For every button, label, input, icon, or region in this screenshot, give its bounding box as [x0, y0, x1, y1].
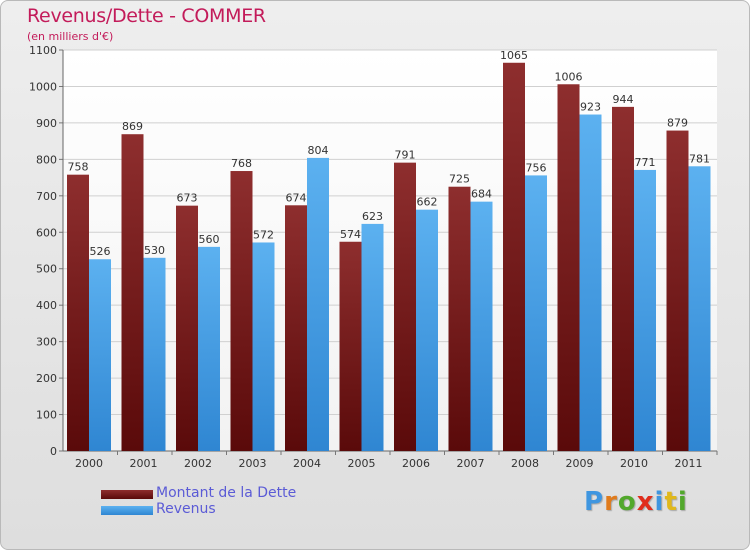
data-label-dette: 879: [667, 117, 688, 130]
x-tick-label: 2002: [184, 457, 212, 470]
data-label-revenus: 771: [635, 156, 656, 169]
x-tick-label: 2000: [75, 457, 103, 470]
data-label-dette: 725: [449, 173, 470, 186]
data-label-revenus: 684: [471, 188, 492, 201]
logo-letter: o: [617, 487, 637, 517]
data-label-revenus: 804: [308, 144, 329, 157]
bar-revenus: [307, 157, 329, 451]
bar-revenus: [470, 201, 493, 451]
y-tick-label: 600: [36, 226, 57, 239]
x-tick-label: 2003: [239, 457, 267, 470]
data-label-revenus: 662: [417, 196, 438, 209]
logo-letter: i: [654, 487, 665, 517]
y-tick-label: 500: [36, 263, 57, 276]
y-tick-label: 700: [36, 190, 57, 203]
logo-letter: t: [664, 487, 678, 517]
y-tick-label: 1000: [29, 80, 57, 93]
bar-revenus: [525, 175, 547, 452]
bar-revenus: [634, 169, 656, 451]
bar-dette: [666, 130, 689, 451]
data-label-revenus: 560: [199, 233, 220, 246]
y-tick-label: 900: [36, 117, 57, 130]
legend-label-revenus: Revenus: [156, 501, 216, 517]
plot-area: [63, 50, 717, 451]
data-label-dette: 673: [177, 192, 198, 205]
bar-dette: [230, 171, 253, 451]
logo-letter: r: [604, 487, 618, 517]
proxiti-logo: Proxiti: [584, 487, 688, 517]
data-label-dette: 574: [340, 228, 361, 241]
data-label-dette: 944: [613, 93, 634, 106]
logo-letter: i: [677, 487, 688, 517]
x-tick-label: 2011: [675, 457, 703, 470]
data-label-dette: 1006: [555, 70, 583, 83]
bar-dette: [394, 162, 416, 452]
legend-swatch-dette: [101, 490, 153, 499]
y-tick-label: 0: [50, 445, 57, 458]
bar-dette: [121, 134, 144, 451]
y-tick-label: 100: [36, 409, 57, 422]
data-label-dette: 791: [395, 149, 416, 162]
bar-revenus: [89, 259, 111, 451]
bar-revenus: [143, 257, 166, 451]
bar-dette: [339, 241, 362, 451]
bar-dette: [557, 84, 580, 451]
x-tick-label: 2007: [457, 457, 485, 470]
x-tick-label: 2010: [620, 457, 648, 470]
data-label-revenus: 756: [526, 161, 547, 174]
y-tick-label: 400: [36, 299, 57, 312]
bar-dette: [503, 62, 525, 451]
data-label-dette: 768: [231, 157, 252, 170]
bar-revenus: [198, 246, 220, 451]
data-label-revenus: 572: [253, 228, 274, 241]
x-tick-label: 2006: [402, 457, 430, 470]
y-tick-label: 800: [36, 153, 57, 166]
data-label-revenus: 623: [362, 210, 383, 223]
legend-swatch-revenus: [101, 506, 153, 515]
bar-revenus: [416, 209, 438, 451]
logo-letter: P: [584, 487, 605, 517]
x-tick-label: 2008: [511, 457, 539, 470]
data-label-dette: 758: [68, 161, 89, 174]
bar-revenus: [361, 223, 384, 451]
data-label-revenus: 923: [580, 101, 601, 114]
legend-label-dette: Montant de la Dette: [156, 485, 297, 501]
chart-title: Revenus/Dette - COMMER: [27, 5, 266, 27]
data-label-dette: 674: [286, 191, 307, 204]
y-tick-label: 1100: [29, 44, 57, 57]
chart-subtitle: (en milliers d'€): [27, 30, 114, 43]
logo-letter: x: [636, 487, 655, 517]
x-tick-label: 2001: [130, 457, 158, 470]
bar-dette: [67, 174, 89, 451]
data-label-dette: 1065: [500, 49, 528, 62]
data-label-dette: 869: [122, 120, 143, 133]
bar-revenus: [252, 242, 275, 451]
bar-dette: [176, 205, 198, 451]
bar-revenus: [579, 114, 602, 452]
x-tick-label: 2009: [566, 457, 594, 470]
bar-dette: [612, 106, 634, 452]
data-label-revenus: 526: [90, 245, 111, 258]
x-tick-label: 2004: [293, 457, 321, 470]
bar-dette: [285, 205, 307, 451]
y-tick-label: 200: [36, 372, 57, 385]
y-tick-label: 300: [36, 336, 57, 349]
data-label-revenus: 530: [144, 244, 165, 257]
data-label-revenus: 781: [689, 152, 710, 165]
bar-dette: [448, 186, 471, 452]
bar-revenus: [688, 166, 711, 452]
x-tick-label: 2005: [348, 457, 376, 470]
